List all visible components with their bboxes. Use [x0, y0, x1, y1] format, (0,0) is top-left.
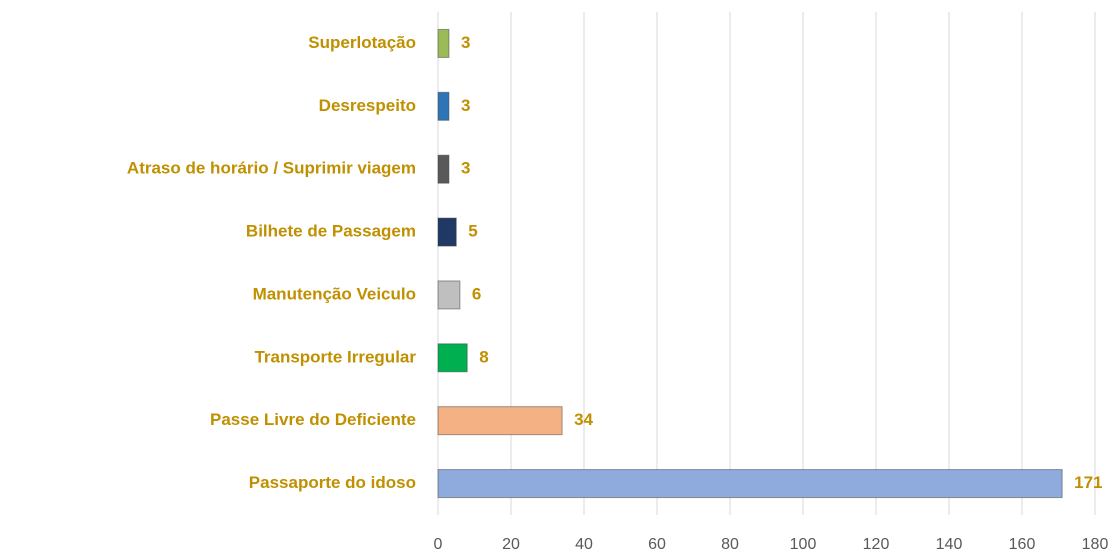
bar: [437, 280, 461, 310]
data-label: 3: [461, 33, 470, 52]
bar: [437, 217, 457, 247]
data-label: 3: [461, 159, 470, 178]
data-label: 8: [479, 347, 488, 366]
x-tick-label: 160: [1009, 536, 1036, 553]
bar: [437, 91, 450, 121]
x-tick-label: 20: [502, 536, 520, 553]
y-tick-label: Passaporte do idoso: [249, 473, 416, 492]
bar: [437, 28, 450, 58]
bar: [437, 154, 450, 184]
data-label: 171: [1074, 473, 1102, 492]
x-tick-label: 180: [1082, 536, 1109, 553]
bar: [437, 343, 468, 373]
y-tick-label: Superlotação: [308, 33, 416, 52]
data-label: 6: [472, 284, 481, 303]
data-label: 3: [461, 96, 470, 115]
x-tick-label: 140: [936, 536, 963, 553]
x-tick-label: 0: [434, 536, 443, 553]
y-tick-label: Manutenção Veiculo: [253, 284, 416, 303]
y-tick-label: Atraso de horário / Suprimir viagem: [127, 159, 416, 178]
x-tick-label: 100: [790, 536, 817, 553]
bar: [437, 469, 1063, 499]
y-tick-label: Desrespeito: [319, 96, 416, 115]
x-tick-label: 80: [721, 536, 739, 553]
x-tick-label: 40: [575, 536, 593, 553]
y-tick-label: Bilhete de Passagem: [246, 222, 416, 241]
data-label: 34: [574, 410, 593, 429]
data-label: 5: [468, 222, 477, 241]
y-tick-label: Passe Livre do Deficiente: [210, 410, 416, 429]
bar: [437, 406, 563, 436]
y-tick-label: Transporte Irregular: [254, 347, 416, 366]
x-tick-label: 60: [648, 536, 666, 553]
x-tick-label: 120: [863, 536, 890, 553]
